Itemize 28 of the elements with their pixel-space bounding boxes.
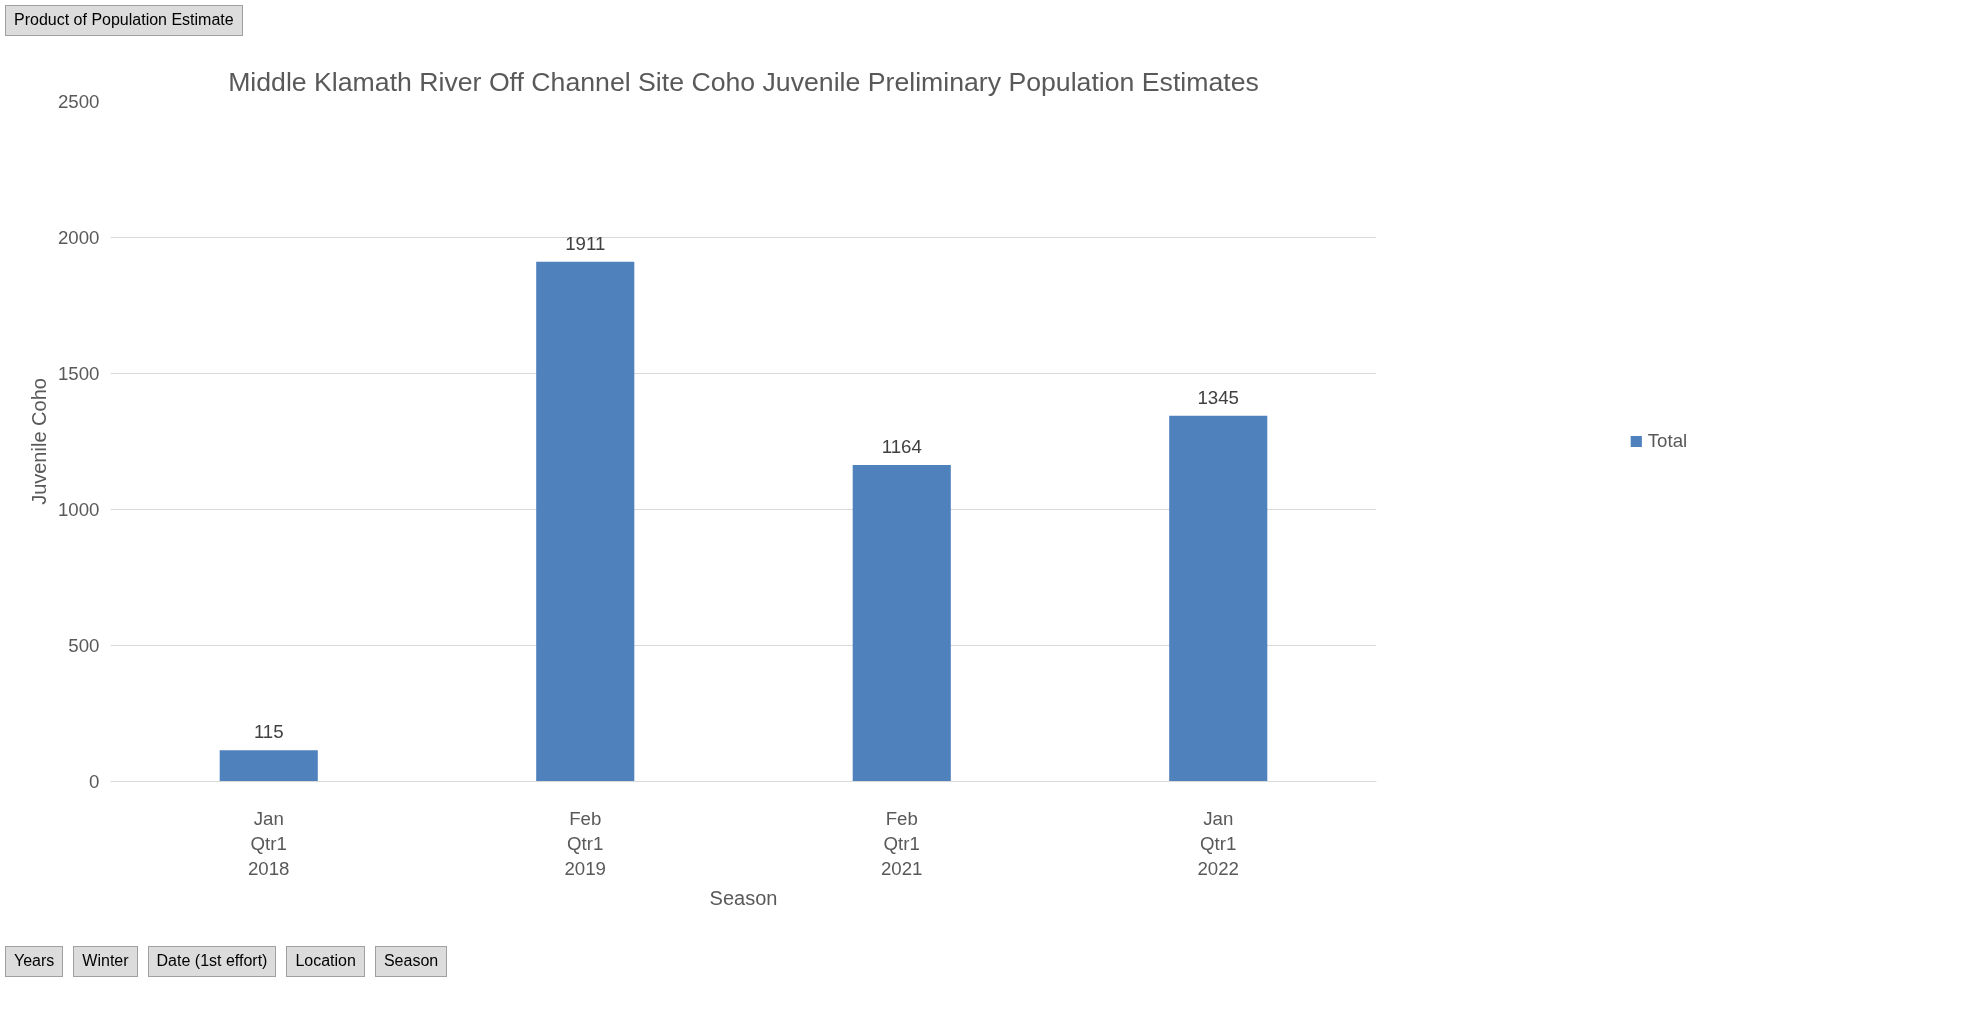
data-label: 1911 [565, 232, 606, 254]
text: Season [383, 950, 439, 971]
bar [536, 261, 635, 782]
legend-label: Total [1647, 429, 1688, 452]
text: Date (1st effort) [156, 950, 268, 971]
chart-title: Middle Klamath River Off Channel Site Coho Juvenile Preliminary Population Estimates [228, 66, 1259, 97]
data-label: 1345 [1197, 386, 1240, 408]
y-tick-label: 1000 [58, 498, 100, 520]
bar [1169, 415, 1268, 782]
text: Winter [82, 950, 129, 971]
text: Product of Population Estimate [14, 10, 234, 30]
bar [852, 464, 951, 782]
text: Years [14, 950, 55, 971]
y-tick-label: 500 [68, 634, 100, 656]
y-tick-label: 0 [89, 770, 100, 792]
data-label: 1164 [881, 435, 922, 457]
y-tick-label: 2500 [58, 90, 100, 112]
x-tick-label: Jan Qtr1 2018 [248, 807, 290, 879]
x-axis-title: Season [709, 886, 778, 909]
x-tick-label: Feb Qtr1 2019 [564, 807, 607, 879]
data-label: 115 [253, 721, 284, 743]
y-tick-label: 1500 [58, 362, 100, 384]
y-axis-title: Juvenile Coho [28, 377, 50, 505]
bar [219, 750, 318, 782]
x-tick-label: Feb Qtr1 2021 [881, 807, 923, 879]
y-tick-label: 2000 [58, 226, 100, 248]
x-tick-label: Jan Qtr1 2022 [1197, 807, 1240, 879]
text: Location [295, 950, 356, 971]
